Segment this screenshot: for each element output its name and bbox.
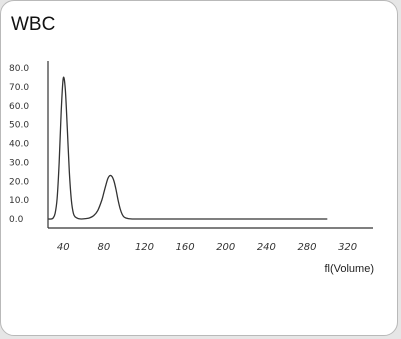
- x-tick-label: 280: [297, 242, 316, 253]
- x-tick-label: 200: [216, 242, 235, 253]
- x-tick-label: 240: [257, 242, 276, 253]
- y-tick-label: 10.0: [9, 196, 29, 206]
- x-tick-label: 40: [57, 242, 70, 253]
- histogram-curve: [47, 76, 328, 220]
- wbc-histogram-chart: 0.0 10.0 20.0 30.0 40.0 50.0 60.0 70.0 80.0 40 80 1…: [9, 61, 374, 275]
- x-tick-label: 160: [176, 242, 195, 253]
- y-tick-label: 60.0: [9, 102, 29, 112]
- y-tick-label: 80.0: [9, 64, 29, 74]
- x-axis-label: fl(Volume): [324, 263, 374, 275]
- y-tick-label: 40.0: [9, 140, 29, 150]
- x-tick-label: 80: [97, 242, 110, 253]
- y-tick-label: 20.0: [9, 177, 29, 187]
- card-title: WBC: [11, 14, 56, 35]
- x-tick-label: 120: [135, 242, 154, 253]
- y-tick-label: 50.0: [9, 121, 29, 131]
- y-tick-label: 30.0: [9, 158, 29, 168]
- x-tick-label: 320: [338, 242, 357, 253]
- y-tick-label: 0.0: [9, 215, 24, 225]
- y-tick-label: 70.0: [9, 83, 29, 93]
